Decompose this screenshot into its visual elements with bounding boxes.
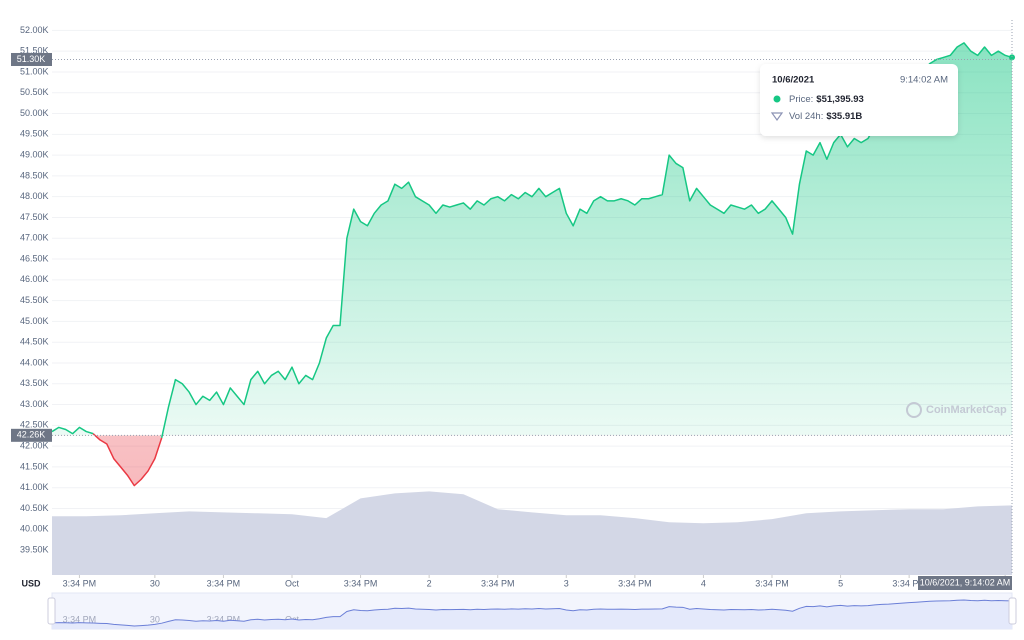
y-tick-label: 46.50K [20,253,49,263]
tooltip-box [760,64,958,136]
y-tick-label: 47.50K [20,212,49,222]
y-tick-label: 44.50K [20,337,49,347]
x-tick-label: 3:34 PM [63,578,97,588]
y-tick-label: 47.00K [20,233,49,243]
y-badge-label: 51.30K [17,54,46,64]
y-tick-label: 41.50K [20,461,49,471]
y-tick-label: 45.50K [20,295,49,305]
y-badge [11,52,52,66]
x-badge [918,576,1012,590]
y-tick-label: 49.50K [20,129,49,139]
y-tick-label: 48.50K [20,170,49,180]
nav-tick-label: 30 [150,614,160,624]
y-tick-label: 51.50K [20,46,49,56]
last-point [1009,54,1015,61]
nav-line [51,599,1013,627]
price-value: $51,395.93 [816,94,864,105]
nav-area [52,600,1012,629]
y-tick-label: 46.00K [20,274,49,284]
price-label: Price: [789,94,813,105]
y-tick-label: 52.00K [20,25,49,35]
tooltip-volume: Vol 24h: $35.91B [789,111,862,122]
tooltip-time: 9:14:02 AM [900,75,948,86]
price-area-down [52,435,1012,486]
y-tick-label: 43.00K [20,399,49,409]
nav-tick-label: 3:34 PM [207,614,241,624]
tooltip: 10/6/2021 9:14:02 AM Price: $51,395.93 Vo… [760,64,958,136]
nav-handle[interactable] [1008,597,1017,625]
tooltip-date: 10/6/2021 [772,75,815,86]
price-line [92,433,163,487]
y-tick-label: 42.50K [20,420,49,430]
y-tick-label: 41.00K [20,482,49,492]
y-tick-label: 40.50K [20,503,49,513]
x-tick-label: 3:34 PM [618,578,652,588]
y-tick-label: 42.00K [20,440,49,450]
y-badge-label: 42.26K [17,430,46,440]
price-line [51,426,94,435]
nav-tick-label: 3:34 PM [63,614,97,624]
y-tick-label: 40.00K [20,524,49,534]
y-tick-label: 39.50K [20,544,49,554]
x-tick-label: Oct [285,578,300,588]
y-tick-label: 45.00K [20,316,49,326]
x-tick-label: 4 [701,578,706,588]
nav-handle[interactable] [47,597,56,625]
x-tick-label: 2 [427,578,432,588]
y-tick-label: 50.00K [20,108,49,118]
price-dot [773,95,781,103]
x-tick-label: 3:34 PM [207,578,241,588]
y-tick-label: 48.00K [20,191,49,201]
watermark-logo [906,402,922,418]
x-tick-label: 5 [838,578,843,588]
tooltip-price: Price: $51,395.93 [789,94,864,105]
x-badge-label: 10/6/2021, 9:14:02 AM [920,577,1011,587]
watermark: CoinMarketCap [926,404,1007,416]
volume-icon [770,112,784,122]
volume-value: $35.91B [826,111,862,122]
volume-layer [52,491,1012,575]
volume-area [52,491,1012,575]
x-tick-label: 3 [564,578,569,588]
y-tick-label: 44.00K [20,357,49,367]
area-layer [52,42,1012,486]
y-tick-label: 50.50K [20,87,49,97]
overlay: 3:34 PM 30 3:34 PM Oct 3:34 PM 2 3:34 PM 3 3:34 … [11,20,1013,590]
x-tick-label: 3:34 PM [344,578,378,588]
y-tick-label: 49.00K [20,149,49,159]
y-badge [11,428,52,442]
x-tick-label: 3:34 PM [755,578,789,588]
x-tick-label: 30 [150,578,160,588]
x-tick-label: 3:34 PM [892,578,926,588]
y-tick-label: 43.50K [20,378,49,388]
x-tick-label: 3:34 PM [481,578,515,588]
currency: USD [21,578,41,588]
y-tick-label: 51.00K [20,66,49,76]
price-area-up [52,42,1012,436]
volume-label: Vol 24h: [789,111,823,122]
